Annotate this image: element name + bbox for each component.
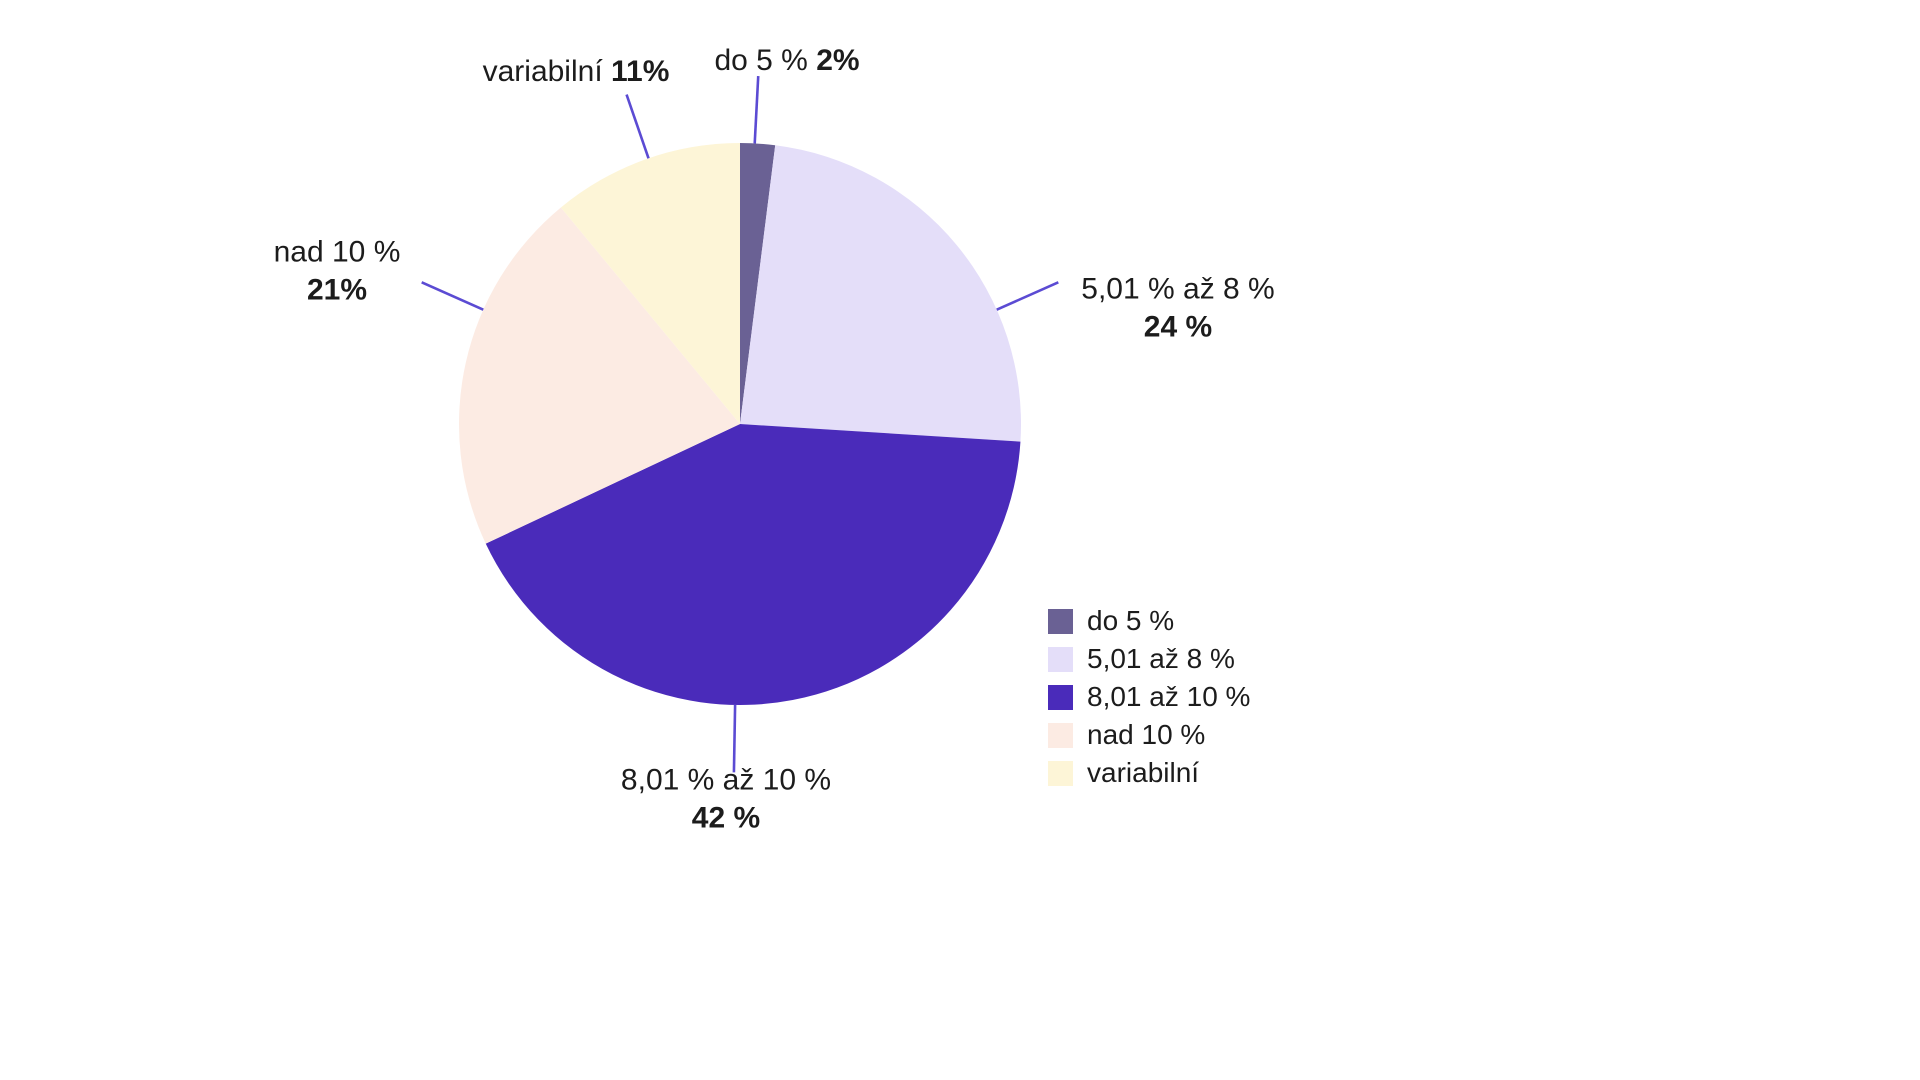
pie-slice-2 xyxy=(740,145,1022,442)
callout-value: 42 % xyxy=(691,802,761,835)
legend-label: nad 10 % xyxy=(1087,719,1206,750)
pie-slice-4 xyxy=(458,207,740,544)
legend-item-5-8: 5,01 až 8 % xyxy=(1048,640,1250,678)
callout-variabilni: variabilní 11% xyxy=(483,53,670,91)
callout-5-8: 5,01 % až 8 % 24 % xyxy=(1081,271,1274,348)
legend-swatch xyxy=(1048,684,1073,710)
leader-line-4 xyxy=(421,281,484,311)
legend-label: do 5 % xyxy=(1087,605,1175,636)
callout-nad-10: nad 10 % 21% xyxy=(274,234,401,311)
callout-label: do 5 % xyxy=(714,43,808,77)
leader-line-3 xyxy=(732,704,737,773)
callout-do-5: do 5 % 2% xyxy=(714,42,859,80)
legend-label: 8,01 až 10 % xyxy=(1087,681,1251,712)
legend-item-nad-10: nad 10 % xyxy=(1048,716,1250,754)
leader-line-2 xyxy=(996,281,1059,311)
legend-item-do-5: do 5 % xyxy=(1048,602,1250,640)
legend: do 5 % 5,01 až 8 % 8,01 až 10 % nad 10 %… xyxy=(1048,602,1250,792)
leader-line-1 xyxy=(753,75,760,144)
legend-swatch xyxy=(1048,760,1073,786)
pie-slice-5 xyxy=(560,143,740,424)
legend-swatch xyxy=(1048,646,1073,672)
callout-value: 21% xyxy=(306,274,368,307)
legend-label: variabilní xyxy=(1087,757,1200,788)
callout-value: 11% xyxy=(611,54,670,88)
callout-8-10: 8,01 % až 10 % 42 % xyxy=(621,762,831,839)
callout-label: nad 10 % xyxy=(273,235,401,269)
legend-label: 5,01 až 8 % xyxy=(1087,643,1235,674)
pie-slice-3 xyxy=(485,424,1021,706)
leader-line-5 xyxy=(625,94,650,159)
callout-label: 5,01 % až 8 % xyxy=(1081,272,1275,306)
callout-label: variabilní xyxy=(482,54,603,88)
pie-slice-1 xyxy=(740,143,776,424)
legend-swatch xyxy=(1048,608,1073,634)
callout-value: 24 % xyxy=(1143,311,1213,344)
callout-value: 2% xyxy=(816,43,860,77)
legend-item-8-10: 8,01 až 10 % xyxy=(1048,678,1250,716)
legend-item-variabilni: variabilní xyxy=(1048,754,1250,792)
legend-swatch xyxy=(1048,722,1073,748)
callout-label: 8,01 % až 10 % xyxy=(620,763,832,797)
